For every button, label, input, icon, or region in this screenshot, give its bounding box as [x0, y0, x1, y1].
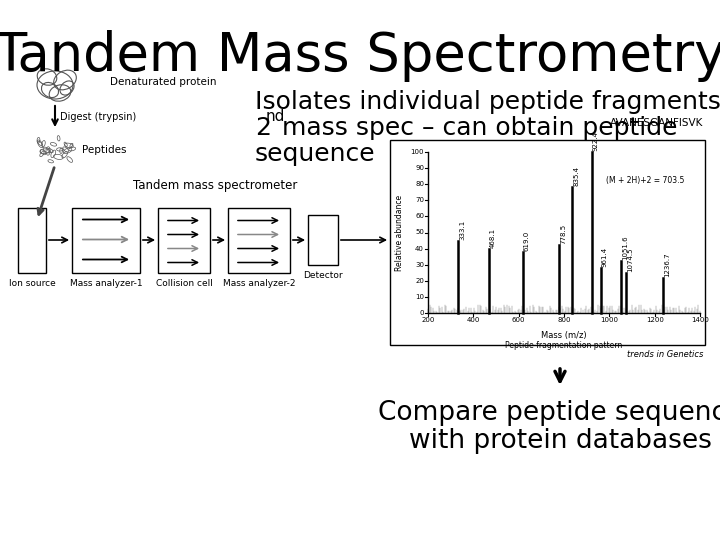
Text: 1000: 1000	[600, 317, 618, 323]
Text: 40: 40	[415, 246, 424, 252]
Text: 200: 200	[421, 317, 435, 323]
Text: mass spec – can obtain peptide: mass spec – can obtain peptide	[274, 116, 678, 140]
Text: 468.1: 468.1	[490, 227, 496, 248]
Text: Tandem mass spectrometer: Tandem mass spectrometer	[132, 179, 297, 192]
Bar	[18, 207, 46, 273]
Text: Isolates individual peptide fragments for: Isolates individual peptide fragments fo…	[255, 90, 720, 114]
Text: Mass analyzer-2: Mass analyzer-2	[222, 279, 295, 287]
Text: Collision cell: Collision cell	[156, 279, 212, 287]
Text: Digest (trypsin): Digest (trypsin)	[60, 112, 136, 122]
Text: nd: nd	[266, 109, 285, 124]
Text: Mass (m/z): Mass (m/z)	[541, 331, 587, 340]
Text: 400: 400	[467, 317, 480, 323]
Text: 1051.6: 1051.6	[622, 236, 628, 260]
Text: 90: 90	[415, 165, 424, 171]
Text: AVANESGANFISVK: AVANESGANFISVK	[610, 118, 703, 128]
Text: 0: 0	[420, 310, 424, 316]
Text: 10: 10	[415, 294, 424, 300]
Text: 80: 80	[415, 181, 424, 187]
Text: 100: 100	[410, 149, 424, 155]
Bar	[158, 207, 210, 273]
Bar	[72, 207, 140, 273]
Text: Peptides: Peptides	[82, 145, 127, 155]
Text: 800: 800	[557, 317, 571, 323]
Text: 1074.5: 1074.5	[627, 247, 633, 272]
Text: Ion source: Ion source	[9, 279, 55, 287]
Text: 961.4: 961.4	[602, 247, 608, 267]
Text: Compare peptide sequence: Compare peptide sequence	[378, 400, 720, 426]
Text: 778.5: 778.5	[560, 224, 566, 245]
Text: Peptide fragmentation pattern: Peptide fragmentation pattern	[505, 341, 623, 350]
Text: 30: 30	[415, 262, 424, 268]
Text: 20: 20	[415, 278, 424, 284]
Text: trends in Genetics: trends in Genetics	[626, 350, 703, 359]
Text: Mass analyzer-1: Mass analyzer-1	[70, 279, 143, 287]
Text: Detector: Detector	[303, 271, 343, 280]
Text: 1200: 1200	[646, 317, 664, 323]
Bar	[228, 207, 290, 273]
Text: 2: 2	[255, 116, 271, 140]
Text: (M + 2H)+2 = 703.5: (M + 2H)+2 = 703.5	[606, 177, 684, 185]
Text: sequence: sequence	[255, 142, 376, 166]
Text: Relative abundance: Relative abundance	[395, 194, 405, 271]
Text: 70: 70	[415, 197, 424, 203]
Text: 922.4: 922.4	[593, 131, 599, 151]
Bar	[308, 215, 338, 265]
Text: 60: 60	[415, 213, 424, 219]
Text: with protein databases: with protein databases	[408, 428, 711, 454]
Bar	[390, 140, 705, 345]
Text: Tandem Mass Spectrometry: Tandem Mass Spectrometry	[0, 30, 720, 82]
Text: 333.1: 333.1	[459, 219, 465, 240]
Text: 50: 50	[415, 230, 424, 235]
Text: 835.4: 835.4	[573, 166, 579, 186]
Text: 1236.7: 1236.7	[664, 252, 670, 276]
Text: 1400: 1400	[691, 317, 709, 323]
Text: Denaturated protein: Denaturated protein	[110, 77, 217, 87]
Text: 619.0: 619.0	[524, 231, 530, 251]
Text: 600: 600	[512, 317, 526, 323]
